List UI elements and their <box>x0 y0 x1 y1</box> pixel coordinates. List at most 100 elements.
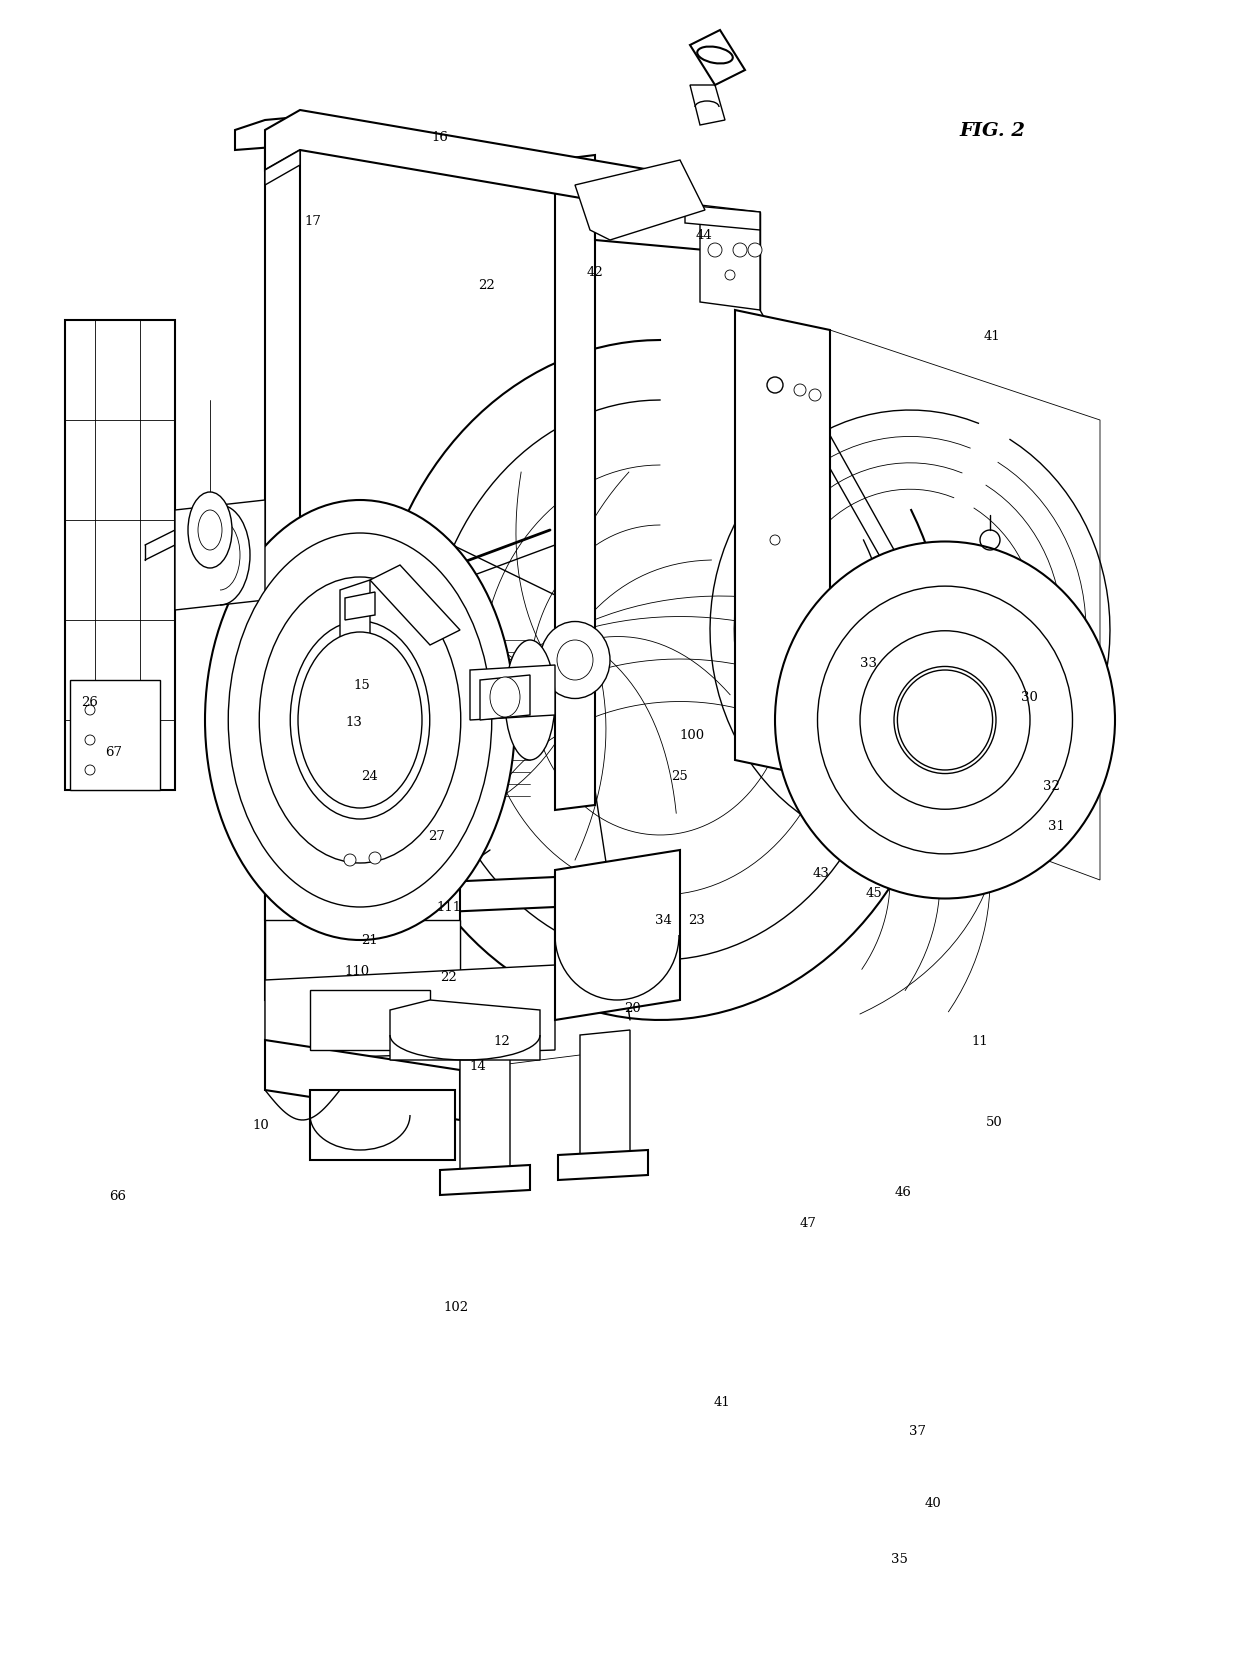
Polygon shape <box>265 875 600 921</box>
Ellipse shape <box>748 244 763 257</box>
Ellipse shape <box>894 667 996 773</box>
Polygon shape <box>460 1045 510 1179</box>
Text: 22: 22 <box>477 279 495 292</box>
Polygon shape <box>556 850 680 1020</box>
Polygon shape <box>265 964 556 1060</box>
Ellipse shape <box>808 390 821 402</box>
Text: 22: 22 <box>440 971 458 984</box>
Text: 34: 34 <box>655 914 672 927</box>
Text: 13: 13 <box>345 716 362 729</box>
Polygon shape <box>558 1151 649 1179</box>
Polygon shape <box>330 818 401 890</box>
Ellipse shape <box>370 852 381 864</box>
Ellipse shape <box>228 533 492 907</box>
Text: 45: 45 <box>866 887 883 900</box>
Ellipse shape <box>733 244 746 257</box>
Polygon shape <box>556 155 595 810</box>
Text: 15: 15 <box>353 679 371 692</box>
Text: 31: 31 <box>1048 820 1065 833</box>
Polygon shape <box>310 1090 455 1159</box>
Polygon shape <box>69 680 160 790</box>
Polygon shape <box>305 825 330 875</box>
Text: 66: 66 <box>109 1189 126 1203</box>
Polygon shape <box>556 870 595 984</box>
Ellipse shape <box>505 640 556 759</box>
Polygon shape <box>689 86 725 124</box>
Polygon shape <box>64 319 175 790</box>
Ellipse shape <box>697 47 733 64</box>
Ellipse shape <box>86 764 95 774</box>
Text: 37: 37 <box>909 1425 926 1438</box>
Ellipse shape <box>898 670 992 769</box>
Text: 110: 110 <box>345 964 370 978</box>
Ellipse shape <box>557 640 593 680</box>
Text: 41: 41 <box>983 329 1001 343</box>
Polygon shape <box>265 870 460 1000</box>
Polygon shape <box>684 205 760 230</box>
Text: 23: 23 <box>688 914 706 927</box>
Polygon shape <box>580 1030 630 1164</box>
Ellipse shape <box>205 501 515 941</box>
Polygon shape <box>689 30 745 86</box>
Polygon shape <box>370 564 460 645</box>
Ellipse shape <box>86 736 95 744</box>
Ellipse shape <box>794 385 806 396</box>
Text: 26: 26 <box>81 696 98 709</box>
Polygon shape <box>340 580 370 650</box>
Polygon shape <box>480 675 529 721</box>
Ellipse shape <box>725 270 735 281</box>
Polygon shape <box>175 501 265 610</box>
Ellipse shape <box>768 376 782 393</box>
Text: 111: 111 <box>436 900 461 914</box>
Text: 16: 16 <box>432 131 449 144</box>
Polygon shape <box>265 921 460 1050</box>
Ellipse shape <box>539 622 610 699</box>
Polygon shape <box>236 114 320 150</box>
Polygon shape <box>265 134 300 860</box>
Ellipse shape <box>343 853 356 865</box>
Text: 20: 20 <box>624 1001 641 1015</box>
Ellipse shape <box>290 622 430 818</box>
Polygon shape <box>345 591 374 620</box>
Polygon shape <box>830 329 1100 880</box>
Text: FIG. 2: FIG. 2 <box>959 123 1025 139</box>
Text: 11: 11 <box>971 1035 988 1048</box>
Ellipse shape <box>708 244 722 257</box>
Polygon shape <box>470 665 556 721</box>
Text: 30: 30 <box>1021 690 1038 704</box>
Ellipse shape <box>817 586 1073 853</box>
Polygon shape <box>440 1164 529 1194</box>
Text: 43: 43 <box>812 867 830 880</box>
Text: 27: 27 <box>428 830 445 843</box>
Polygon shape <box>391 1000 539 1060</box>
Text: 102: 102 <box>444 1300 469 1314</box>
Text: 67: 67 <box>105 746 123 759</box>
Polygon shape <box>310 990 430 1050</box>
Text: 47: 47 <box>800 1216 817 1230</box>
Ellipse shape <box>259 576 461 864</box>
Polygon shape <box>575 160 706 240</box>
Text: 46: 46 <box>894 1186 911 1200</box>
Ellipse shape <box>198 511 222 549</box>
Text: 12: 12 <box>494 1035 511 1048</box>
Text: 50: 50 <box>986 1116 1003 1129</box>
Ellipse shape <box>490 677 520 717</box>
Text: 44: 44 <box>696 228 713 242</box>
Polygon shape <box>265 1040 460 1121</box>
Ellipse shape <box>775 541 1115 899</box>
Ellipse shape <box>86 706 95 716</box>
Text: 17: 17 <box>304 215 321 228</box>
Polygon shape <box>595 200 760 255</box>
Text: 21: 21 <box>361 934 378 948</box>
Polygon shape <box>735 311 830 780</box>
Ellipse shape <box>770 534 780 544</box>
Text: 32: 32 <box>1043 780 1060 793</box>
Text: 40: 40 <box>924 1497 941 1510</box>
Text: 10: 10 <box>252 1119 269 1132</box>
Polygon shape <box>265 109 680 215</box>
Polygon shape <box>265 150 300 185</box>
Polygon shape <box>701 205 760 311</box>
Ellipse shape <box>861 630 1030 810</box>
Text: 14: 14 <box>469 1060 486 1074</box>
Ellipse shape <box>188 492 232 568</box>
